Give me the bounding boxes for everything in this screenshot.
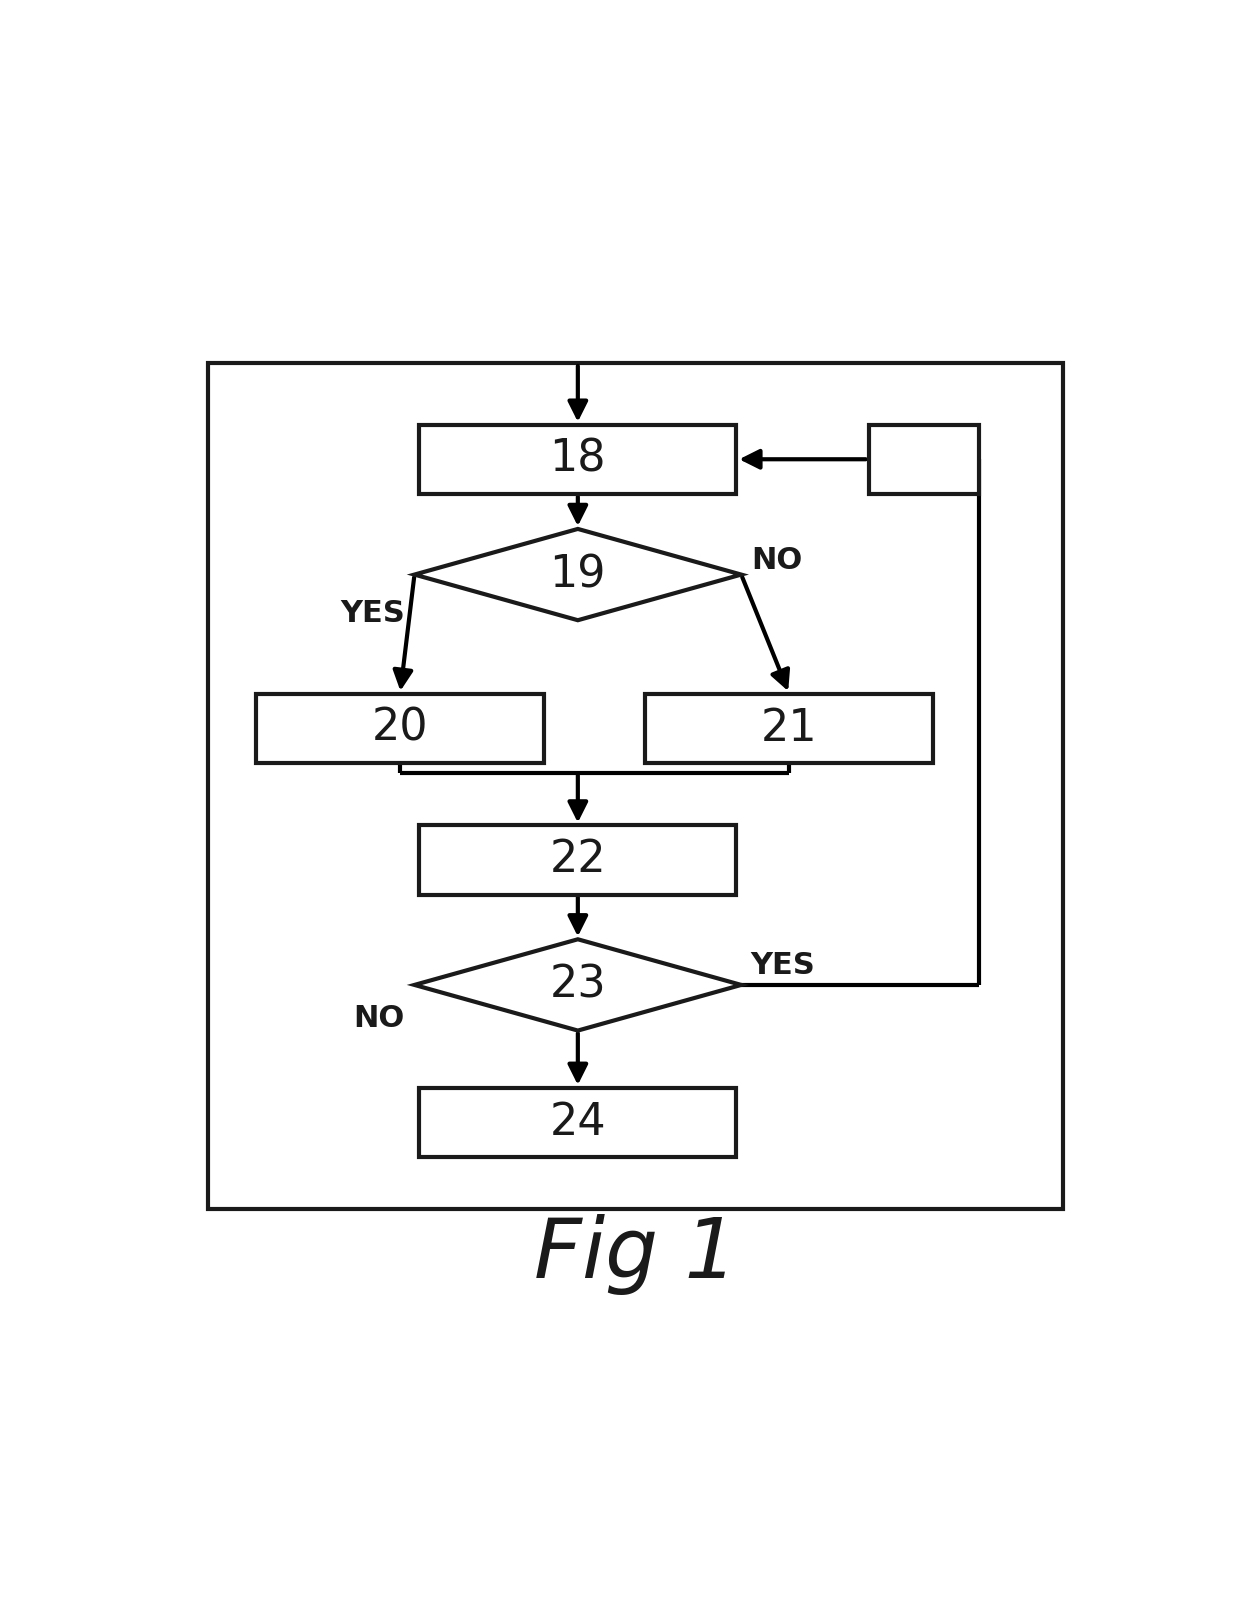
Text: 19: 19 <box>549 553 606 597</box>
Text: 21: 21 <box>761 707 817 749</box>
Text: 20: 20 <box>372 707 428 749</box>
Text: 24: 24 <box>549 1100 606 1144</box>
Text: NO: NO <box>353 1004 404 1033</box>
Text: YES: YES <box>340 598 404 627</box>
Text: 23: 23 <box>549 964 606 1006</box>
Text: YES: YES <box>751 951 816 980</box>
FancyBboxPatch shape <box>419 826 737 895</box>
Polygon shape <box>414 940 742 1030</box>
FancyBboxPatch shape <box>419 425 737 494</box>
FancyBboxPatch shape <box>419 1088 737 1156</box>
FancyBboxPatch shape <box>645 695 934 764</box>
FancyBboxPatch shape <box>255 695 544 764</box>
FancyBboxPatch shape <box>868 425 980 494</box>
Text: 22: 22 <box>549 839 606 882</box>
Text: Fig 1: Fig 1 <box>533 1214 738 1294</box>
Text: NO: NO <box>751 545 802 574</box>
FancyBboxPatch shape <box>208 363 1063 1209</box>
Text: 18: 18 <box>549 438 606 481</box>
Polygon shape <box>414 529 742 621</box>
